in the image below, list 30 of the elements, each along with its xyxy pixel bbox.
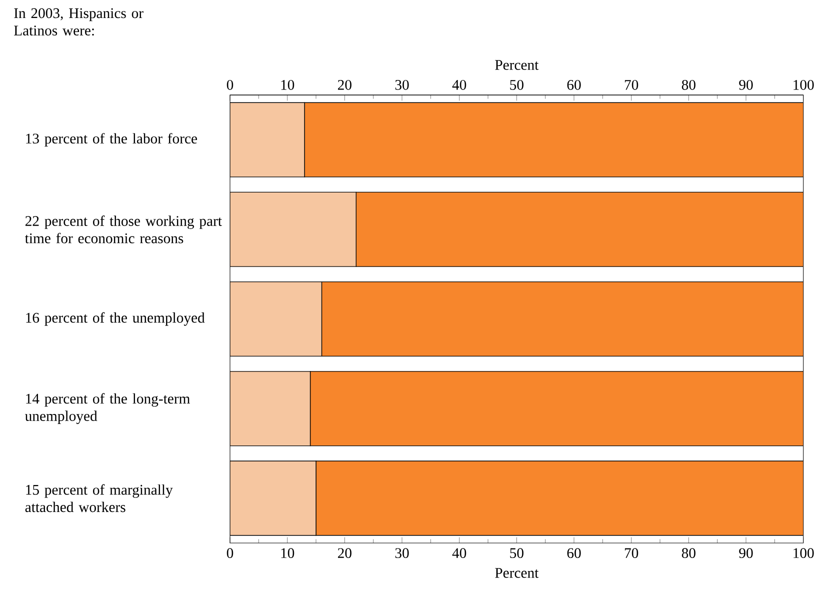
- x-tick-label: 0: [226, 80, 234, 90]
- text: In 2003, Hispanics or Latinos were:: [14, 8, 144, 36]
- x2-tick-label: 70: [624, 548, 638, 558]
- y-tick-label: 15 percent of marginally attached workers: [25, 484, 173, 512]
- x-tick-label: 70: [624, 80, 638, 90]
- y-tick-label: 14 percent of the long-term unemployed: [25, 393, 190, 424]
- y-tick-label: 16 percent of the unemployed: [26, 312, 205, 326]
- x2-tick-label: 60: [567, 548, 581, 558]
- x-tick-label: 100: [794, 80, 814, 90]
- x-tick-label: 80: [682, 80, 696, 90]
- y-tick-label: 13 percent of the labor force: [26, 133, 198, 147]
- x-tick-label: 90: [739, 80, 753, 90]
- x-tick-label: 40: [452, 80, 466, 90]
- x-tick-label: 50: [510, 80, 524, 90]
- x2-tick-label: 80: [682, 548, 696, 558]
- x2-axis-title: Percent: [495, 60, 539, 70]
- x-tick-label: 10: [281, 80, 294, 90]
- x2-tick-label: 0: [226, 548, 234, 558]
- x-tick-label: 20: [338, 80, 352, 90]
- x-axis-title: Percent: [495, 568, 539, 578]
- x2-tick-label: 40: [452, 548, 466, 558]
- x2-tick-label: 100: [794, 548, 814, 558]
- x2-tick-label: 20: [338, 548, 352, 558]
- y-tick-label: 22 percent of those working part time for economic reasons: [24, 215, 222, 244]
- x-tick-label: 30: [395, 80, 409, 90]
- x-tick-label: 60: [567, 80, 581, 90]
- x2-tick-label: 50: [510, 548, 524, 558]
- x2-tick-label: 10: [281, 548, 294, 558]
- x2-tick-label: 90: [739, 548, 753, 558]
- x2-tick-label: 30: [395, 548, 409, 558]
